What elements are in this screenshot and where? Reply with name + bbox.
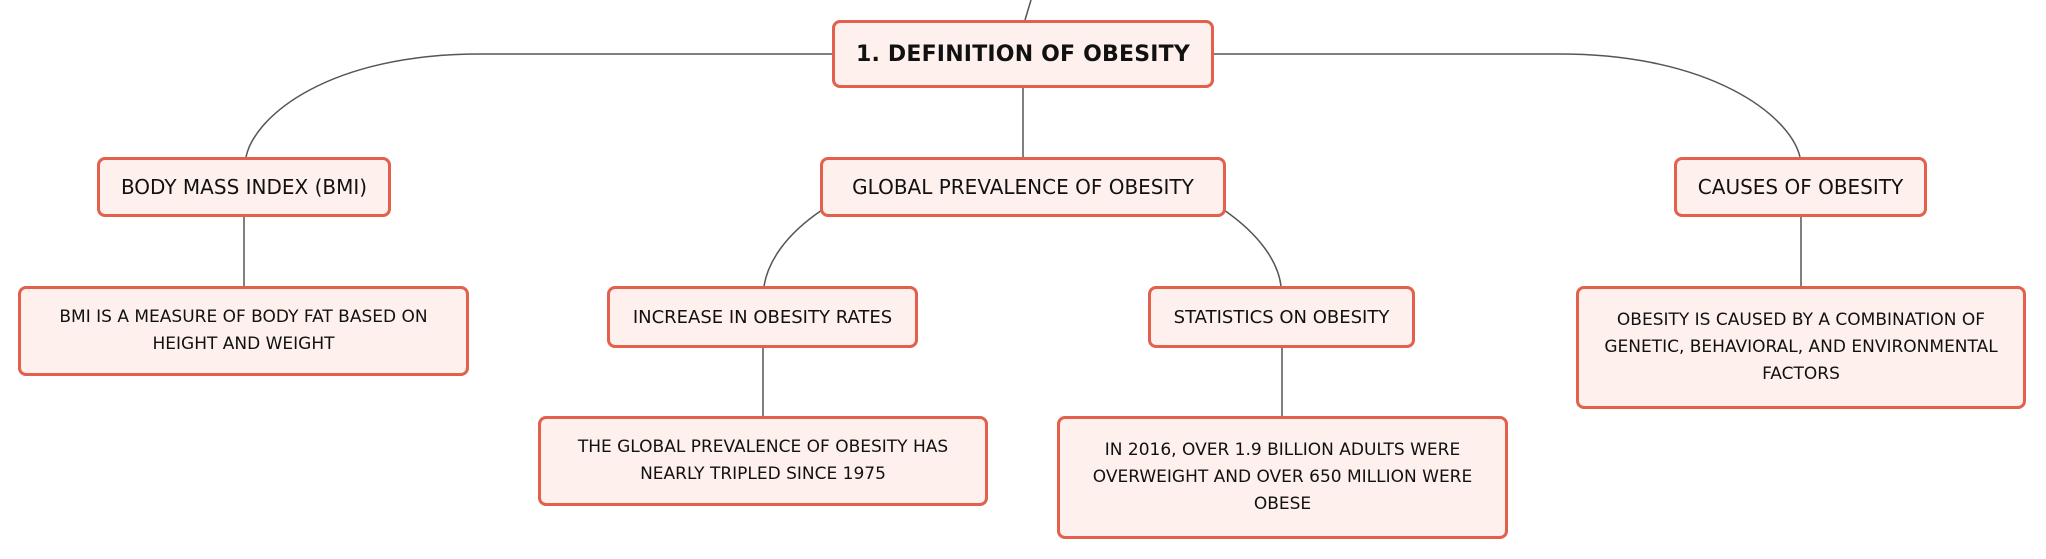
connector-from-parent (1024, 0, 1032, 21)
connector-root-to-bmi (245, 53, 832, 158)
global-prevalence-node-label: GLOBAL PREVALENCE OF OBESITY (852, 175, 1194, 199)
statistics-node-label: STATISTICS ON OBESITY (1173, 306, 1390, 328)
bmi-definition-node[interactable]: BMI IS A MEASURE OF BODY FAT BASED ON HE… (18, 286, 469, 376)
connector-global-to-increase (763, 209, 823, 287)
root-node[interactable]: 1. DEFINITION OF OBESITY (832, 20, 1214, 88)
prevalence-tripled-text: THE GLOBAL PREVALENCE OF OBESITY HAS NEA… (577, 437, 949, 484)
connector-root-to-causes (1214, 53, 1801, 158)
causes-node-label: CAUSES OF OBESITY (1697, 175, 1904, 199)
bmi-definition-text: BMI IS A MEASURE OF BODY FAT BASED ON HE… (59, 307, 428, 354)
root-node-label: 1. DEFINITION OF OBESITY (855, 41, 1191, 67)
bmi-node[interactable]: BODY MASS INDEX (BMI) (97, 157, 391, 217)
statistics-2016-text: IN 2016, OVER 1.9 BILLION ADULTS WERE OV… (1092, 440, 1473, 514)
causes-definition-text: OBESITY IS CAUSED BY A COMBINATION OF GE… (1604, 310, 1998, 384)
prevalence-tripled-node[interactable]: THE GLOBAL PREVALENCE OF OBESITY HAS NEA… (538, 416, 988, 506)
increase-rates-node[interactable]: INCREASE IN OBESITY RATES (607, 286, 918, 348)
bmi-node-label: BODY MASS INDEX (BMI) (120, 175, 368, 199)
causes-definition-node[interactable]: OBESITY IS CAUSED BY A COMBINATION OF GE… (1576, 286, 2026, 409)
statistics-2016-node[interactable]: IN 2016, OVER 1.9 BILLION ADULTS WERE OV… (1057, 416, 1508, 539)
statistics-node[interactable]: STATISTICS ON OBESITY (1148, 286, 1415, 348)
increase-rates-node-label: INCREASE IN OBESITY RATES (632, 306, 893, 328)
global-prevalence-node[interactable]: GLOBAL PREVALENCE OF OBESITY (820, 157, 1226, 217)
connector-global-to-statistics (1223, 209, 1282, 287)
causes-node[interactable]: CAUSES OF OBESITY (1674, 157, 1927, 217)
